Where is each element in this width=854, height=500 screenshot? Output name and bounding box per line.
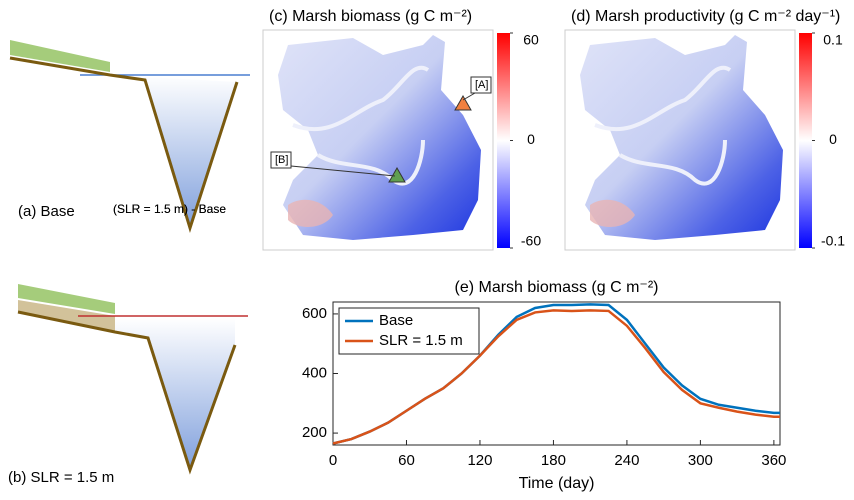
y-tick-label: 400 bbox=[302, 364, 327, 381]
marsh-grass bbox=[18, 284, 115, 314]
legend-box bbox=[338, 307, 480, 355]
series-line bbox=[332, 309, 780, 445]
channel-water bbox=[110, 75, 237, 228]
legend-label: Base bbox=[379, 312, 413, 329]
colorbar bbox=[799, 33, 812, 248]
colorbar-label: 60 bbox=[523, 32, 539, 48]
map-note: (SLR = 1.5 m) - Base bbox=[113, 202, 226, 216]
diagram-a: (a) Base bbox=[9, 40, 250, 234]
y-tick-label: 600 bbox=[302, 305, 327, 322]
diagram-label: (a) Base bbox=[18, 203, 75, 220]
colorbar-label: 0 bbox=[527, 131, 535, 147]
x-tick-label: 360 bbox=[761, 452, 786, 469]
annotation: [B] bbox=[275, 154, 288, 166]
x-tick-label: 240 bbox=[614, 452, 639, 469]
x-tick-label: 300 bbox=[688, 452, 713, 469]
leader bbox=[462, 92, 476, 101]
channel-water bbox=[115, 318, 235, 470]
map-title: (c) Marsh biomass (g C m⁻²) bbox=[269, 8, 472, 25]
sediment bbox=[18, 300, 115, 332]
annotation: [A] bbox=[475, 79, 488, 91]
annotation-box bbox=[470, 76, 492, 94]
ground-profile bbox=[17, 310, 237, 475]
colorbar-label: -60 bbox=[521, 233, 541, 249]
leader bbox=[290, 165, 396, 177]
hotspot bbox=[288, 199, 333, 227]
map bbox=[580, 35, 783, 240]
x-axis-label: Time (day) bbox=[519, 475, 595, 492]
map-title: (d) Marsh productivity (g C m⁻² day⁻¹) bbox=[571, 8, 840, 25]
ground-profile bbox=[9, 56, 239, 234]
y-tick-label: 200 bbox=[302, 424, 327, 441]
x-tick-label: 120 bbox=[467, 452, 492, 469]
marker-a bbox=[454, 94, 472, 111]
map-note: (SLR = 1.5 m) - Base bbox=[113, 202, 226, 216]
colorbar bbox=[497, 33, 510, 248]
hotspot bbox=[590, 199, 635, 227]
colorbar-label: 0 bbox=[829, 131, 837, 147]
colorbar-label: -0.1 bbox=[821, 233, 845, 249]
marsh-area bbox=[580, 35, 783, 240]
marsh-area bbox=[278, 35, 481, 240]
map bbox=[278, 35, 481, 240]
x-tick-label: 0 bbox=[329, 452, 337, 469]
annotation-box bbox=[270, 151, 292, 169]
diagram-b: (b) SLR = 1.5 m bbox=[8, 284, 248, 486]
colorbar-label: 0.1 bbox=[823, 32, 843, 48]
marsh-grass bbox=[10, 40, 110, 72]
diagram-label: (b) SLR = 1.5 m bbox=[8, 469, 114, 486]
x-tick-label: 180 bbox=[541, 452, 566, 469]
creek bbox=[594, 65, 732, 186]
x-tick-label: 60 bbox=[398, 452, 415, 469]
marker-b bbox=[388, 166, 406, 183]
chart-title: (e) Marsh biomass (g C m⁻²) bbox=[454, 279, 658, 296]
legend-label: SLR = 1.5 m bbox=[379, 332, 463, 349]
